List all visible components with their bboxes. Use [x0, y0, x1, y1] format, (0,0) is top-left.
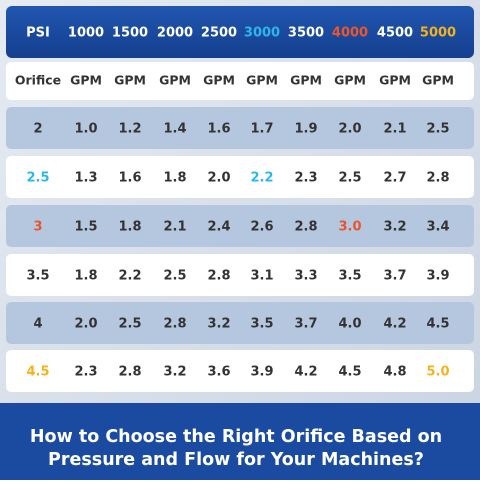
- header-cell: PSI: [26, 26, 50, 41]
- table-cell: 2.2: [250, 171, 273, 186]
- table-cell: 2.5: [163, 269, 186, 284]
- table-cell: 3.5: [338, 269, 361, 284]
- header-cell: 2500: [201, 26, 237, 41]
- table: PSI 1000 1500 2000 2500 3000 3500 4000 4500 5000 O…: [6, 26, 474, 392]
- units-cell: GPM: [203, 73, 235, 88]
- row-bg: [6, 254, 474, 296]
- table-cell: 1.6: [118, 171, 141, 186]
- header-cell: 5000: [420, 26, 456, 41]
- footer-bar: [0, 403, 480, 480]
- table-cell: 3.2: [207, 317, 230, 332]
- header-cell: 1000: [68, 26, 104, 41]
- units-cell: GPM: [290, 73, 322, 88]
- table-cell: 2.5: [426, 122, 449, 137]
- table-cell: 3.6: [207, 365, 230, 380]
- table-cell: 2.0: [74, 317, 97, 332]
- table-cell: 2.0: [338, 122, 361, 137]
- units-cell: GPM: [422, 73, 454, 88]
- row-bg: [6, 156, 474, 198]
- table-cell: 2.8: [294, 220, 317, 235]
- table-cell: 2.5: [338, 171, 361, 186]
- table-cell: 3.3: [294, 269, 317, 284]
- table-cell: 1.3: [74, 171, 97, 186]
- table-cell: 2.5: [26, 171, 49, 186]
- table-cell: 1.8: [74, 269, 97, 284]
- table-cell: 1.2: [118, 122, 141, 137]
- table-cell: 2.2: [118, 269, 141, 284]
- table-cell: 2: [33, 122, 42, 137]
- table-cell: 2.3: [294, 171, 317, 186]
- table-cell: 2.1: [383, 122, 406, 137]
- table-cell: 3.5: [250, 317, 273, 332]
- row-bg: [6, 350, 474, 392]
- table-cell: 2.8: [118, 365, 141, 380]
- table-cell: 1.8: [163, 171, 186, 186]
- table-cell: 1.8: [118, 220, 141, 235]
- header-cell: 1500: [112, 26, 148, 41]
- table-cell: 2.1: [163, 220, 186, 235]
- table-cell: 2.7: [383, 171, 406, 186]
- units-cell: GPM: [246, 73, 278, 88]
- table-cell: 4.5: [338, 365, 361, 380]
- header-cell: 3000: [244, 26, 280, 41]
- footer-title: Pressure and Flow for Your Machines?: [48, 450, 424, 470]
- table-cell: 1.0: [74, 122, 97, 137]
- table-cell: 4.5: [426, 317, 449, 332]
- table-cell: 3.4: [426, 220, 449, 235]
- row-bg: [6, 107, 474, 149]
- table-cell: 3.1: [250, 269, 273, 284]
- header-cell: 4000: [332, 26, 368, 41]
- table-cell: 3.9: [426, 269, 449, 284]
- table-cell: 2.4: [207, 220, 230, 235]
- units-cell: Orifice: [15, 73, 61, 88]
- table-cell: 1.7: [250, 122, 273, 137]
- table-cell: 4: [33, 317, 42, 332]
- row-bg: [6, 302, 474, 344]
- table-cell: 4.5: [26, 365, 49, 380]
- table-cell: 2.6: [250, 220, 273, 235]
- table-cell: 4.2: [383, 317, 406, 332]
- table-cell: 2.5: [118, 317, 141, 332]
- table-cell: 3.7: [383, 269, 406, 284]
- table-cell: 5.0: [426, 365, 449, 380]
- table-cell: 1.5: [74, 220, 97, 235]
- table-cell: 3.5: [26, 269, 49, 284]
- units-row-bg: [6, 62, 474, 100]
- table-cell: 2.8: [163, 317, 186, 332]
- table-cell: 1.4: [163, 122, 186, 137]
- header-bar: [6, 6, 474, 58]
- table-cell: 3.2: [163, 365, 186, 380]
- table-cell: 2.8: [426, 171, 449, 186]
- table-cell: 3.0: [338, 220, 361, 235]
- table-cell: 4.0: [338, 317, 361, 332]
- table-cell: 4.8: [383, 365, 406, 380]
- header-cell: 4500: [377, 26, 413, 41]
- header-cell: 2000: [157, 26, 193, 41]
- table-cell: 1.6: [207, 122, 230, 137]
- table-cell: 2.3: [74, 365, 97, 380]
- units-cell: GPM: [379, 73, 411, 88]
- footer-title: How to Choose the Right Orifice Based on: [30, 427, 442, 447]
- table-cell: 3.7: [294, 317, 317, 332]
- row-bg: [6, 205, 474, 247]
- table-cell: 2.0: [207, 171, 230, 186]
- table-cell: 3: [33, 220, 42, 235]
- units-cell: GPM: [334, 73, 366, 88]
- units-cell: GPM: [159, 73, 191, 88]
- table-cell: 4.2: [294, 365, 317, 380]
- table-cell: 1.9: [294, 122, 317, 137]
- header-cell: 3500: [288, 26, 324, 41]
- units-cell: GPM: [114, 73, 146, 88]
- table-cell: 3.9: [250, 365, 273, 380]
- table-cell: 2.8: [207, 269, 230, 284]
- table-cell: 3.2: [383, 220, 406, 235]
- units-cell: GPM: [70, 73, 102, 88]
